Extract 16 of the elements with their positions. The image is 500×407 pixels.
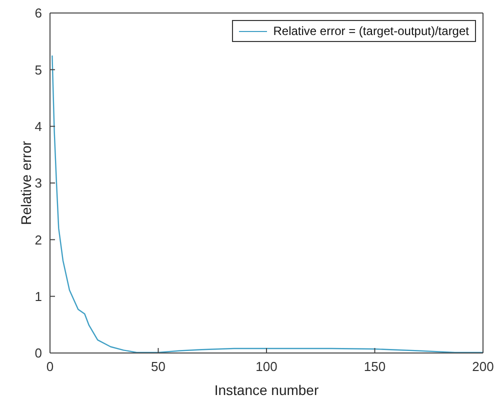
y-tick-label: 2 bbox=[34, 232, 42, 248]
y-tick-label: 0 bbox=[34, 346, 42, 361]
y-tick-label: 5 bbox=[34, 62, 42, 78]
y-tick-label: 6 bbox=[34, 6, 42, 21]
x-tick-label: 0 bbox=[46, 359, 54, 374]
y-tick-label: 4 bbox=[34, 118, 42, 134]
x-tick-label: 150 bbox=[364, 359, 386, 374]
y-tick-label: 3 bbox=[34, 176, 42, 191]
y-axis-title: Relative error bbox=[18, 140, 34, 226]
legend-label: Relative error = (target-output)/target bbox=[273, 23, 469, 40]
x-tick-label: 100 bbox=[256, 359, 278, 374]
legend: Relative error = (target-output)/target bbox=[232, 20, 476, 42]
x-axis-title: Instance number bbox=[214, 382, 319, 398]
x-tick-label: 50 bbox=[151, 359, 166, 374]
x-tick-label: 200 bbox=[472, 359, 494, 374]
y-tick-label: 1 bbox=[34, 288, 42, 304]
